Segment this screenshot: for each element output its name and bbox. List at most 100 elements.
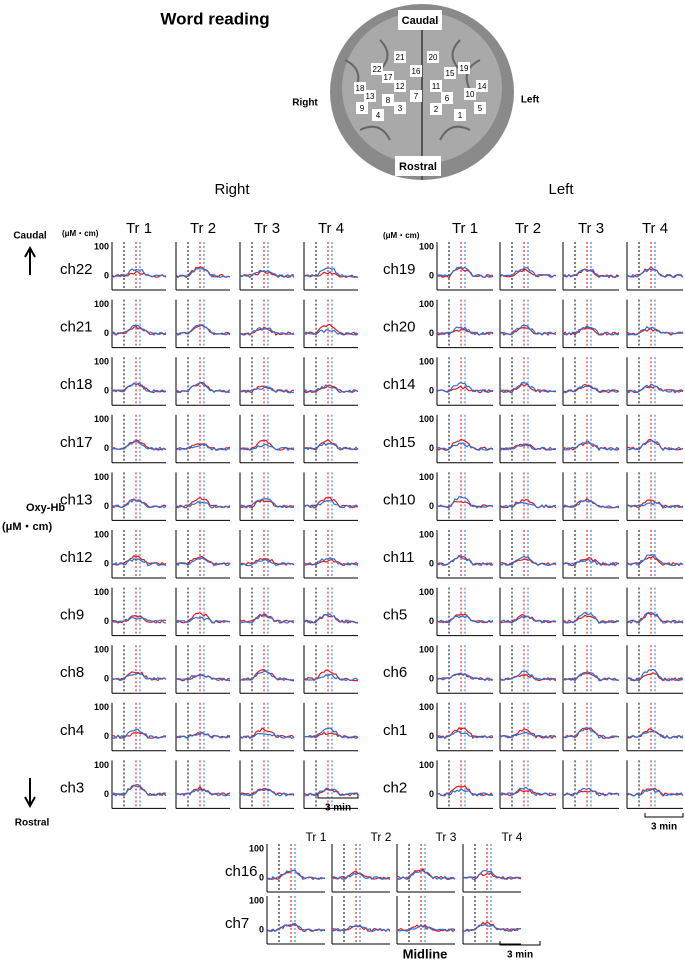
- channel-label: ch17: [60, 434, 93, 451]
- trace: [303, 267, 359, 278]
- rostral-label: Rostral: [15, 818, 50, 829]
- channel-number: 18: [356, 84, 365, 93]
- y-tick-label: 0: [104, 328, 109, 338]
- y-tick-label: 0: [104, 616, 109, 626]
- scale-bar: [317, 794, 359, 799]
- trace: [111, 731, 167, 739]
- channel-label: ch19: [383, 261, 416, 278]
- y-tick-label: 0: [104, 270, 109, 280]
- trial-label: Tr 4: [502, 830, 523, 844]
- brain-rostral: Rostral: [399, 161, 437, 173]
- panel-heading: Left: [548, 181, 574, 198]
- y-tick-label: 100: [94, 357, 109, 367]
- trace: [499, 266, 557, 278]
- trace: [436, 787, 494, 797]
- trace: [436, 381, 494, 393]
- channel-number: 19: [460, 64, 469, 73]
- y-tick-label: 100: [419, 645, 434, 655]
- panel-heading: Midline: [403, 946, 448, 961]
- trace: [240, 614, 295, 624]
- trace: [111, 784, 167, 797]
- trace: [499, 325, 557, 336]
- trace: [175, 612, 230, 624]
- y-tick-label: 100: [94, 645, 109, 655]
- trace: [111, 382, 167, 394]
- channel-label: ch12: [60, 549, 93, 566]
- channel-label: ch21: [60, 319, 93, 336]
- y-tick-label: 100: [94, 299, 109, 309]
- channel-label: ch16: [225, 863, 258, 880]
- trace: [175, 267, 231, 279]
- y-tick-label: 0: [429, 328, 434, 338]
- trace: [626, 668, 684, 682]
- channel-number: 14: [478, 82, 487, 91]
- y-tick-label: 0: [429, 616, 434, 626]
- channel-box: [410, 90, 422, 102]
- channel-box: [444, 67, 456, 79]
- channel-label: ch20: [383, 319, 416, 336]
- trace: [462, 869, 522, 881]
- channel-box: [441, 92, 453, 104]
- trace: [499, 670, 557, 682]
- channel-box: [394, 102, 406, 114]
- unit-label: (μM・cm): [383, 231, 420, 240]
- y-tick-label: 0: [429, 731, 434, 741]
- channel-number: 10: [466, 90, 475, 99]
- trace: [396, 924, 456, 932]
- channel-label: ch13: [60, 491, 93, 508]
- y-tick-label: 0: [429, 558, 434, 568]
- trace: [562, 670, 620, 682]
- y-tick-label: 0: [104, 558, 109, 568]
- channel-box: [427, 51, 439, 63]
- y-tick-label: 0: [104, 501, 109, 511]
- trace: [303, 556, 359, 567]
- channel-box: [354, 82, 366, 94]
- brain-right: Right: [292, 98, 318, 109]
- trace: [626, 555, 684, 567]
- trace: [626, 383, 684, 394]
- channel-box: [464, 88, 476, 100]
- trial-label: Tr 4: [642, 220, 668, 237]
- trace: [239, 327, 295, 336]
- panel-heading: Right: [214, 181, 250, 198]
- trace: [175, 616, 231, 624]
- trial-label: Tr 1: [306, 830, 327, 844]
- channel-number: 20: [429, 53, 438, 62]
- channel-box: [382, 71, 394, 83]
- channel-label: ch2: [383, 779, 407, 796]
- trace: [626, 501, 684, 509]
- y-tick-label: 100: [94, 472, 109, 482]
- caudal-label: Caudal: [13, 231, 47, 242]
- channel-box: [364, 90, 376, 102]
- trace: [626, 553, 684, 567]
- channel-number: 21: [396, 53, 405, 62]
- trace: [266, 869, 326, 881]
- arrow-up: [24, 245, 36, 275]
- trace: [499, 615, 557, 624]
- channel-box: [394, 80, 406, 92]
- trace: [111, 324, 167, 336]
- trace: [303, 329, 359, 336]
- trace: [331, 870, 391, 880]
- trace: [239, 558, 295, 566]
- channel-box: [476, 80, 488, 92]
- channel-label: ch5: [383, 607, 407, 624]
- trace: [436, 326, 494, 336]
- channel-label: ch18: [60, 376, 93, 393]
- y-tick-label: 0: [429, 501, 434, 511]
- trace: [626, 268, 684, 279]
- trace: [499, 381, 557, 394]
- channel-box: [371, 63, 383, 75]
- trace: [239, 732, 295, 739]
- trace: [111, 557, 167, 567]
- trace: [303, 441, 359, 451]
- arrow-down: [24, 778, 36, 809]
- trace: [499, 673, 557, 681]
- trace: [436, 496, 494, 509]
- trace: [499, 443, 557, 451]
- channel-number: 3: [398, 104, 403, 113]
- trace: [303, 384, 359, 394]
- y-tick-label: 100: [94, 760, 109, 770]
- y-tick-label: 0: [104, 731, 109, 741]
